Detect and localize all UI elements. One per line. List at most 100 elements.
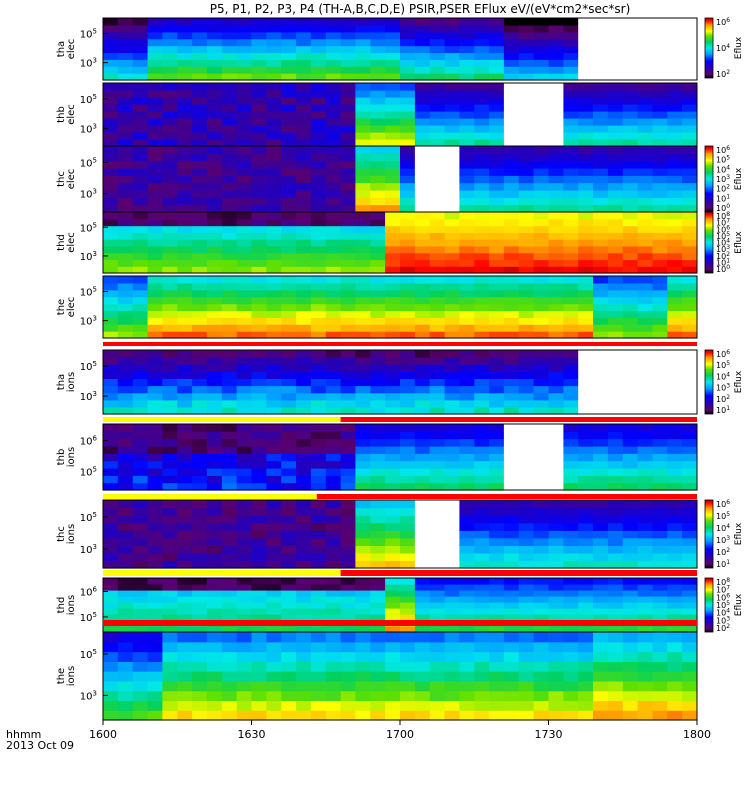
- spectrogram-cell: [637, 560, 653, 569]
- spectrogram-cell: [622, 296, 639, 305]
- spectrogram-cell: [281, 317, 297, 325]
- spectrogram-cell: [281, 303, 297, 312]
- spectrogram-cell: [548, 31, 564, 40]
- spectrogram-cell: [563, 132, 579, 140]
- spectrogram-cell: [607, 204, 624, 213]
- panel-ylabel-line2: ions: [66, 666, 77, 686]
- spectrogram-cell: [637, 584, 653, 591]
- spectrogram-cell: [400, 530, 416, 539]
- spectrogram-cell: [563, 317, 579, 325]
- spectrogram-cell: [622, 317, 639, 325]
- spectrogram-cell: [355, 232, 371, 240]
- spectrogram-cell: [281, 614, 297, 621]
- spectrogram-cell: [429, 38, 446, 47]
- spectrogram-cell: [251, 364, 267, 372]
- spectrogram-cell: [459, 18, 475, 26]
- spectrogram-cell: [667, 245, 683, 254]
- spectrogram-cell: [221, 500, 238, 509]
- spectrogram-cell: [177, 197, 193, 206]
- spectrogram-cell: [622, 153, 639, 162]
- spectrogram-cell: [340, 132, 356, 140]
- colorbar-label: Eflux: [734, 370, 744, 393]
- spectrogram-cell: [355, 239, 371, 247]
- spectrogram-cell: [518, 303, 535, 312]
- spectrogram-cell: [206, 18, 223, 26]
- spectrogram-cell: [548, 204, 564, 213]
- spectrogram-cell: [518, 371, 535, 379]
- spectrogram-cell: [236, 218, 253, 227]
- spectrogram-cell: [117, 357, 134, 365]
- spectrogram-cell: [518, 104, 535, 112]
- spectrogram-cell: [414, 212, 431, 220]
- spectrogram-cell: [400, 671, 416, 682]
- spectrogram-cell: [132, 700, 149, 711]
- spectrogram-cell: [518, 545, 535, 554]
- spectrogram-cell: [325, 632, 342, 643]
- spectrogram-cell: [192, 608, 208, 615]
- spectrogram-cell: [117, 24, 134, 33]
- spectrogram-cell: [489, 438, 505, 447]
- spectrogram-cell: [503, 83, 520, 91]
- spectrogram-cell: [132, 385, 149, 394]
- spectrogram-cell: [474, 700, 490, 711]
- spectrogram-cell: [503, 537, 520, 546]
- spectrogram-cell: [370, 59, 386, 67]
- spectrogram-cell: [103, 197, 119, 206]
- spectrogram-cell: [682, 38, 698, 47]
- spectrogram-cell: [340, 460, 356, 469]
- spectrogram-cell: [310, 515, 327, 524]
- colorbar-tick-label: 104: [716, 238, 730, 248]
- spectrogram-cell: [340, 364, 356, 372]
- spectrogram-cell: [296, 303, 312, 312]
- spectrogram-cell: [489, 324, 505, 332]
- spectrogram-cell: [637, 190, 653, 198]
- spectrogram-cell: [266, 608, 282, 615]
- spectrogram-cell: [444, 31, 460, 40]
- spectrogram-cell: [429, 710, 446, 721]
- spectrogram-cell: [281, 453, 297, 462]
- spectrogram-cell: [400, 324, 416, 332]
- spectrogram-cell: [548, 641, 564, 653]
- spectrogram-cell: [459, 584, 475, 591]
- spectrogram-cell: [593, 710, 609, 721]
- spectrogram-cell: [637, 438, 653, 447]
- spectrogram-cell: [310, 584, 327, 591]
- spectrogram-cell: [518, 31, 535, 40]
- spectrogram-cell: [281, 331, 297, 339]
- spectrogram-cell: [251, 500, 267, 509]
- spectrogram-cell: [132, 482, 149, 491]
- spectrogram-cell: [414, 146, 431, 154]
- spectrogram-cell: [266, 641, 282, 653]
- spectrogram-cell: [637, 399, 653, 408]
- spectrogram-cell: [518, 560, 535, 569]
- spectrogram-cell: [444, 232, 460, 240]
- spectrogram-cell: [385, 276, 401, 284]
- spectrogram-cell: [637, 596, 653, 603]
- spectrogram-cell: [533, 125, 549, 133]
- spectrogram-cell: [652, 132, 668, 140]
- spectrogram-cell: [682, 182, 698, 191]
- spectrogram-cell: [385, 197, 401, 206]
- spectrogram-cell: [637, 552, 653, 562]
- spectrogram-cell: [489, 204, 505, 213]
- spectrogram-cell: [578, 97, 594, 105]
- spectrogram-cell: [355, 424, 371, 432]
- spectrogram-cell: [132, 125, 149, 133]
- spectrogram-cell: [429, 139, 446, 147]
- spectrogram-cell: [459, 608, 475, 615]
- spectrogram-cell: [503, 446, 520, 454]
- spectrogram-cell: [385, 97, 401, 105]
- spectrogram-cell: [578, 392, 594, 401]
- spectrogram-cell: [444, 276, 460, 284]
- spectrogram-cell: [147, 331, 163, 339]
- spectrogram-cell: [370, 282, 386, 291]
- spectrogram-cell: [607, 584, 624, 591]
- spectrogram-cell: [355, 671, 371, 682]
- spectrogram-cell: [667, 289, 683, 298]
- spectrogram-cell: [281, 132, 297, 140]
- spectrogram-cell: [177, 225, 193, 233]
- spectrogram-cell: [593, 24, 609, 33]
- spectrogram-cell: [147, 73, 163, 81]
- spectrogram-cell: [206, 182, 223, 191]
